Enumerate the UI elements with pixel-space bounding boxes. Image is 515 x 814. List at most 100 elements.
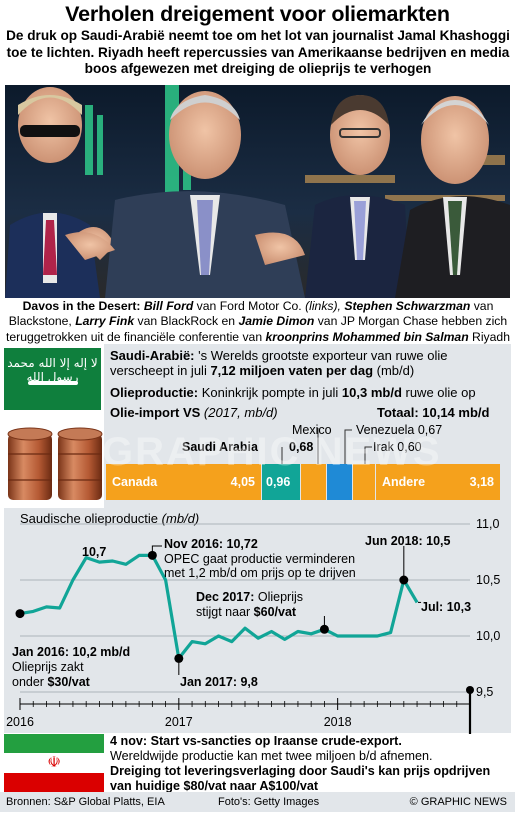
- import-total: Totaal: 10,14 mb/d: [377, 405, 490, 420]
- caption-text: Riyadh: [468, 329, 510, 344]
- photo-caption: Davos in the Desert: Bill Ford van Ford …: [6, 299, 510, 345]
- import-segment-irak: [353, 464, 375, 500]
- caption-name-mbs: kroonprins Mohammed bin Salman: [265, 329, 469, 344]
- import-label-saudi: Saudi Arabia: [182, 440, 258, 454]
- point-marker: [15, 609, 25, 619]
- flag-inscription: لا إله إلا الله محمد رسول الله: [7, 356, 98, 384]
- y-tick-label: 10,5: [476, 573, 500, 587]
- import-segment-canada: Canada 4,05: [106, 464, 261, 500]
- annot-peak: 10,7: [82, 545, 107, 559]
- import-segment-saudi: 0,96: [262, 464, 300, 500]
- annot-jan2016-value: Jan 2016: 10,2 mb/d: [12, 645, 131, 659]
- iran-flag-red: [4, 772, 104, 792]
- irak-text: Irak 0,60: [373, 440, 422, 454]
- flag-sword: [28, 381, 78, 385]
- import-value-mexico: 0,68: [289, 440, 314, 454]
- saudi-flag: لا إله إلا الله محمد رسول الله: [4, 348, 101, 410]
- production-chart: 11,0 10,5 10,0 9,5 2016 2017 2018: [6, 517, 500, 734]
- saudi-export-value: 7,12 miljoen vaten per dag: [210, 363, 374, 378]
- annot-nov2016-text: OPEC gaat productie verminderen: [164, 551, 356, 566]
- executives-photo: [5, 85, 510, 298]
- import-segment-mexico: [301, 464, 326, 500]
- caption-name-fink: Larry Fink: [75, 314, 135, 329]
- annot-jul: Jul: 10,3: [421, 600, 472, 614]
- caption-name-dimon: Jamie Dimon: [238, 314, 315, 329]
- annot-dec2017: Dec 2017: Olieprijs stijgt naar $60/vat: [196, 590, 303, 619]
- footer-sources: Bronnen: S&P Global Platts, EIA: [6, 796, 165, 808]
- y-tick-label: 10,0: [476, 629, 500, 643]
- chart-unit: (mb/d): [161, 511, 200, 526]
- annot-nov2016-value: Nov 2016: 10,72: [164, 537, 258, 551]
- iran-flag-green: [4, 734, 104, 754]
- page-title: Verholen dreigement voor oliemarkten: [65, 2, 450, 26]
- import-unit: (2017, mb/d): [200, 405, 278, 420]
- import-header: Olie-import VS (2017, mb/d): [110, 405, 278, 420]
- segment-label: Andere: [382, 475, 426, 489]
- x-tick-label: 2017: [165, 715, 193, 729]
- caption-text: van BlackRock en: [134, 314, 239, 329]
- y-tick-label: 11,0: [476, 517, 499, 531]
- barrels-icon: [7, 427, 103, 500]
- nov-marker-dot: [466, 686, 474, 694]
- chart-title-text: Saudische olieproductie: [20, 511, 159, 526]
- footer-photos: Foto's: Getty Images: [218, 796, 320, 808]
- import-label-mexico: Mexico: [292, 423, 332, 437]
- segment-value: 4,05: [230, 475, 255, 489]
- import-label-irak: Irak 0,60: [373, 440, 422, 455]
- segment-value: 3,18: [469, 475, 494, 489]
- caption-event: Davos in the Desert:: [22, 299, 144, 313]
- iran-line-2: Wereldwijde productie kan met twee miljo…: [110, 749, 433, 763]
- production-text: Koninkrijk pompte in juli: [198, 385, 342, 400]
- iran-emblem-icon: ☫: [4, 753, 104, 773]
- import-segment-venezuela: [327, 464, 352, 500]
- segment-label: Canada: [112, 475, 158, 489]
- x-tick-label: 2018: [324, 715, 352, 729]
- annot-dec2017-text: stijgt naar: [196, 604, 254, 619]
- saudi-line-1: Saudi-Arabië: 's Werelds grootste export…: [110, 348, 448, 363]
- caption-text: van JP Morgan Chase hebben zich terugget…: [6, 314, 508, 344]
- annot-jan2016: Jan 2016: 10,2 mb/d Olieprijs zakt onder…: [10, 645, 133, 690]
- x-tick-label: 2016: [6, 715, 34, 729]
- point-marker: [319, 624, 329, 634]
- leader-nov2016: [151, 545, 162, 556]
- y-tick-label: 9,5: [476, 685, 493, 699]
- annot-dec2017-text: Olieprijs: [254, 590, 303, 604]
- venezuela-text: Venezuela 0,67: [356, 423, 443, 437]
- annot-jan2016-price: $30/vat: [47, 675, 90, 689]
- saudi-line-3: Olieproductie: Koninkrijk pompte in juli…: [110, 385, 476, 400]
- page-subtitle: De druk op Saudi-Arabië neemt toe om het…: [6, 28, 510, 76]
- import-segment-andere: Andere 3,18: [376, 464, 500, 500]
- import-label-venezuela: Venezuela 0,67: [356, 423, 442, 438]
- production-line: [19, 553, 419, 660]
- caption-name-schwarzman: Stephen Schwarzman: [344, 299, 471, 313]
- caption-text: van Ford Motor Co.: [193, 299, 306, 313]
- saudi-text: 's Werelds grootste exporteur van ruwe o…: [194, 348, 448, 363]
- saudi-label: Saudi-Arabië:: [110, 348, 195, 363]
- caption-text: (links),: [305, 299, 345, 313]
- saudi-text: verscheept in juli: [110, 363, 211, 378]
- annot-jan2016-text: onder: [12, 675, 48, 689]
- caption-text: van Blackstone,: [8, 299, 494, 329]
- saudi-text: (mb/d): [373, 363, 415, 378]
- saudi-line-2: verscheept in juli 7,12 miljoen vaten pe…: [110, 363, 414, 378]
- production-label: Olieproductie:: [110, 385, 199, 400]
- annot-jun2018: Jun 2018: 10,5: [365, 534, 451, 548]
- segment-value: 0,96: [266, 475, 291, 489]
- iran-flag: ☫: [4, 734, 104, 792]
- annot-jan2017: Jan 2017: 9,8: [178, 675, 260, 690]
- annot-nov2016: Nov 2016: 10,72 OPEC gaat productie verm…: [164, 537, 356, 581]
- caption-name-ford: Bill Ford: [143, 299, 194, 313]
- production-chart-panel: [4, 508, 511, 733]
- annot-dec2017-value: Dec 2017:: [196, 590, 255, 604]
- production-text: ruwe olie op: [401, 385, 476, 400]
- iran-line-3: Dreiging tot leveringsverlaging door Sau…: [110, 764, 491, 793]
- annot-dec2017-price: $60/vat: [253, 604, 297, 619]
- iran-text: 4 nov: Start vs-sancties op Iraanse crud…: [110, 734, 510, 794]
- iran-line-1: 4 nov: Start vs-sancties op Iraanse crud…: [110, 734, 402, 748]
- annot-jan2016-text: Olieprijs zakt: [12, 660, 84, 674]
- production-value: 10,3 mb/d: [341, 385, 402, 400]
- import-label: Olie-import VS: [110, 405, 201, 420]
- annot-nov2016-text: met 1,2 mb/d om prijs op te drijven: [164, 566, 356, 580]
- chart-title: Saudische olieproductie (mb/d): [20, 511, 199, 526]
